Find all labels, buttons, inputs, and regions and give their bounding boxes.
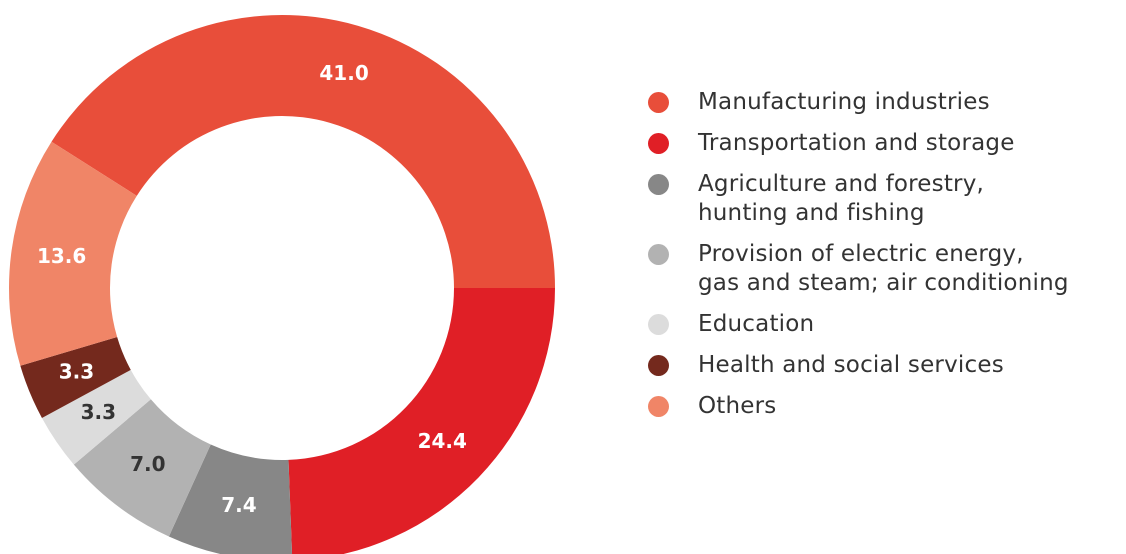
legend-label: Manufacturing industries xyxy=(698,89,990,115)
legend-marker xyxy=(648,244,669,265)
legend-label: Provision of electric energy, gas and st… xyxy=(698,241,1069,296)
slice xyxy=(168,444,293,554)
legend-item: Transportation and storage xyxy=(648,129,1126,158)
legend-item: Manufacturing industries xyxy=(648,88,1126,117)
data-label: 7.0 xyxy=(130,452,165,476)
data-label: 7.4 xyxy=(221,493,256,517)
legend-marker xyxy=(648,355,669,376)
legend-item: Education xyxy=(648,310,1126,339)
data-label: 3.3 xyxy=(59,360,94,384)
legend-label: Agriculture and forestry, hunting and fi… xyxy=(698,171,985,226)
slice xyxy=(20,337,131,419)
slice xyxy=(41,369,151,465)
data-label: 41.0 xyxy=(319,61,368,85)
chart: 41.0 24.4 7.4 7.0 3.3 3.3 13.6 xyxy=(8,15,556,554)
legend-label: Others xyxy=(698,393,777,419)
legend-marker xyxy=(648,174,669,195)
data-label: 3.3 xyxy=(81,400,116,424)
slice xyxy=(51,15,556,289)
legend: Manufacturing industries Transportation a… xyxy=(648,88,1126,433)
slice xyxy=(73,399,211,537)
data-label: 13.6 xyxy=(37,244,86,268)
data-label: 24.4 xyxy=(418,429,467,453)
legend-item: Provision of electric energy, gas and st… xyxy=(648,240,1126,298)
legend-marker xyxy=(648,396,669,417)
legend-marker xyxy=(648,314,669,335)
legend-label: Health and social services xyxy=(698,352,1004,378)
legend-label: Transportation and storage xyxy=(698,130,1015,156)
legend-label: Education xyxy=(698,311,815,337)
legend-item: Health and social services xyxy=(648,351,1126,380)
slice xyxy=(288,288,555,554)
legend-marker xyxy=(648,92,669,113)
slice xyxy=(8,141,137,366)
legend-marker xyxy=(648,133,669,154)
legend-item: Agriculture and forestry, hunting and fi… xyxy=(648,170,1126,228)
legend-item: Others xyxy=(648,392,1126,421)
